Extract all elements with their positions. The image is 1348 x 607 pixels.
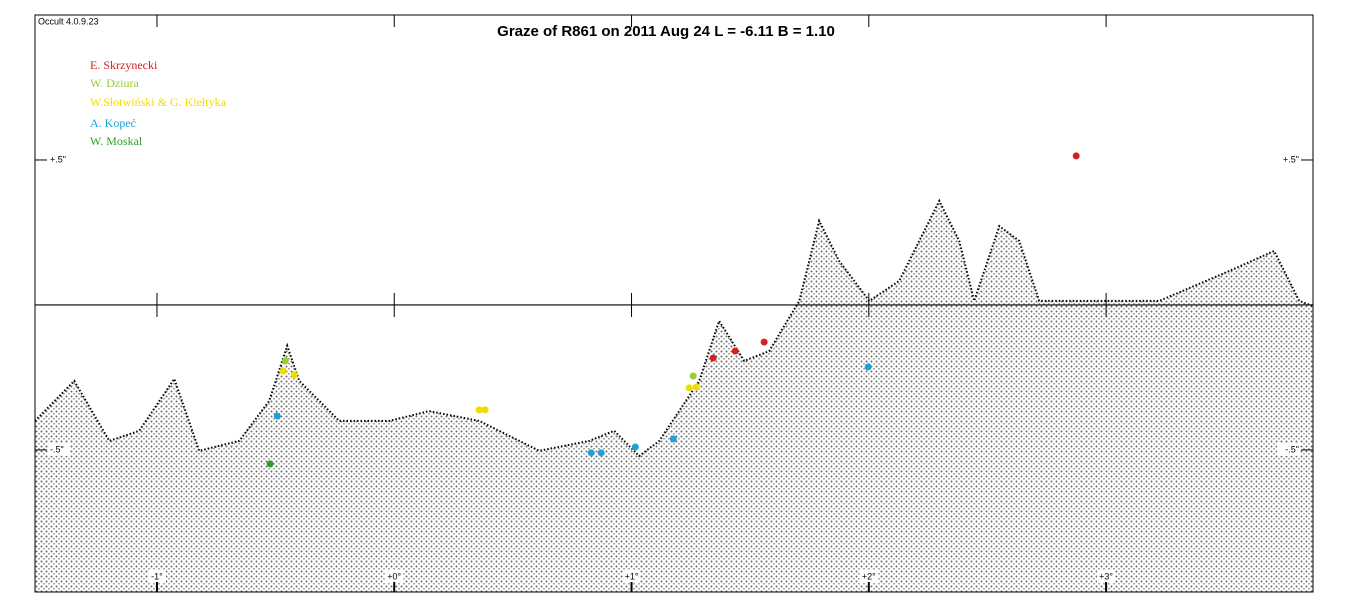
legend-entry: E. Skrzynecki [90,58,158,72]
x-tick-label: +0° [387,571,401,581]
y-tick-label-box [1277,442,1300,456]
x-tick-label: +3° [1099,571,1113,581]
limb-profile [34,198,1313,458]
observation-point [1072,152,1080,160]
software-version: Occult 4.0.9.23 [38,16,99,26]
x-tick-label-box [1097,570,1116,583]
x-tick-label: +1° [625,571,639,581]
legend-entry: W.Słotwiński & G. Kiełtyka [90,95,227,109]
plot-frame [34,14,1314,593]
x-tick-label: -1° [151,571,163,581]
y-tick-label: +.5" [50,154,66,164]
observation-point [290,371,298,379]
observation-point [631,443,639,451]
y-tick-label: -.5" [1285,444,1299,454]
x-tick-label-box [859,570,878,583]
chart-title: Graze of R861 on 2011 Aug 24 L = -6.11 B… [497,23,835,40]
legend-entry: W. Moskal [90,134,143,148]
observation-point [266,460,274,468]
y-tick-label-box [48,442,70,456]
observation-point [481,406,489,414]
y-tick-label: +.5" [1283,154,1299,164]
observation-point [279,367,287,375]
x-tick-label-box [385,570,404,583]
y-tick-label-box [1277,152,1300,166]
legend-entry: A. Kopeć [90,116,136,130]
observation-point [475,406,483,414]
observation-point [281,357,289,365]
observation-point [731,347,739,355]
observation-point [692,383,700,391]
y-tick-label: -.5" [50,444,64,454]
x-tick-label: +2° [862,571,876,581]
observation-point [685,384,693,392]
x-tick-label-box [622,570,641,583]
observation-point [669,435,677,443]
x-tick-label-box [147,570,166,583]
observation-point [273,412,281,420]
observation-point [760,338,768,346]
observation-point [689,372,697,380]
observation-point [709,354,717,362]
observation-point [864,363,872,371]
limb-shading [35,200,1313,592]
y-tick-label-box [48,152,70,166]
legend-entry: W. Dziura [90,76,140,90]
observation-point [587,449,595,457]
observation-point [597,449,605,457]
